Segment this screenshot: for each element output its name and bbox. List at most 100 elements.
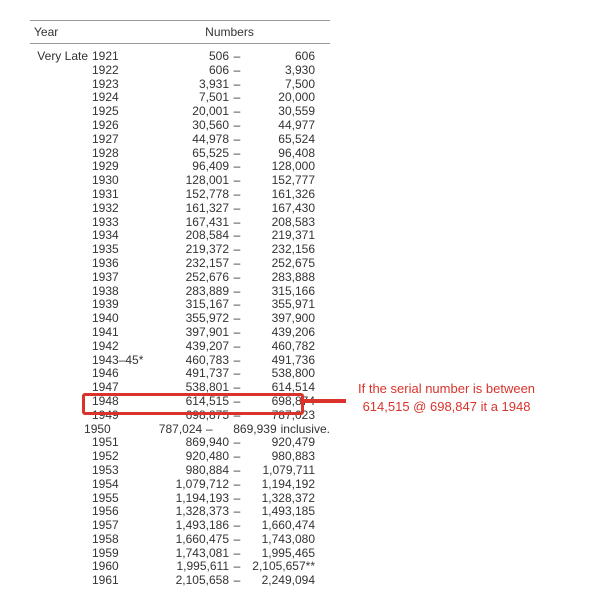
row-from: 20,001 [144, 105, 231, 119]
row-dash: – [231, 188, 243, 202]
row-year: 1925 [92, 105, 144, 119]
row-year: 1960 [92, 560, 144, 574]
table-row: 1946491,737–538,800 [30, 367, 330, 381]
row-from: 538,801 [144, 381, 231, 395]
row-year: 1936 [92, 257, 144, 271]
row-from: 30,560 [144, 119, 231, 133]
row-year: 1930 [92, 174, 144, 188]
table-row: 1947538,801–614,514 [30, 381, 330, 395]
row-year: 1935 [92, 243, 144, 257]
row-from: 460,783 [144, 354, 231, 368]
row-year: 1926 [92, 119, 144, 133]
row-from: 869,940 [144, 436, 231, 450]
row-from: 1,493,186 [144, 519, 231, 533]
row-from: 65,525 [144, 147, 231, 161]
row-year: 1932 [92, 202, 144, 216]
row-from: 128,001 [144, 174, 231, 188]
row-year: 1955 [92, 492, 144, 506]
table-row: 19601,995,611–2,105,657** [30, 560, 330, 574]
row-to: 219,371 [243, 229, 315, 243]
row-year: 1949 [92, 409, 144, 423]
row-to: 232,156 [243, 243, 315, 257]
callout-line1: If the serial number is between [358, 380, 535, 398]
row-year: 1948 [92, 395, 144, 409]
table-row: 1933167,431–208,583 [30, 216, 330, 230]
row-dash: – [231, 285, 243, 299]
row-dash: – [231, 492, 243, 506]
row-to: 439,206 [243, 326, 315, 340]
row-year: 1937 [92, 271, 144, 285]
table-row: 1942439,207–460,782 [30, 340, 330, 354]
row-year: 1954 [92, 478, 144, 492]
row-dash: – [231, 381, 243, 395]
row-dash: – [231, 216, 243, 230]
table-row: 1936232,157–252,675 [30, 257, 330, 271]
row-to: 30,559 [243, 105, 315, 119]
row-to: 1,493,185 [243, 505, 315, 519]
row-from: 252,676 [144, 271, 231, 285]
row-from: 1,660,475 [144, 533, 231, 547]
row-year: 1938 [92, 285, 144, 299]
row-dash: – [231, 64, 243, 78]
row-dash: – [231, 105, 243, 119]
row-from: 491,737 [144, 367, 231, 381]
row-from: 161,327 [144, 202, 231, 216]
row-to: 96,408 [243, 147, 315, 161]
row-from: 167,431 [144, 216, 231, 230]
row-dash: – [231, 326, 243, 340]
row-to: 208,583 [243, 216, 315, 230]
table-row: 1941397,901–439,206 [30, 326, 330, 340]
table-row: 1949698,875–787,023 [30, 409, 330, 423]
row-from: 355,972 [144, 312, 231, 326]
row-dash: – [231, 160, 243, 174]
row-dash: – [231, 409, 243, 423]
row-dash: – [231, 133, 243, 147]
row-year: 1958 [92, 533, 144, 547]
table-row: Very Late1921506–606 [30, 50, 330, 64]
row-to: 869,939 [215, 423, 277, 437]
row-to: 161,326 [243, 188, 315, 202]
row-from: 3,931 [144, 78, 231, 92]
row-to: 1,328,372 [243, 492, 315, 506]
row-from: 315,167 [144, 298, 231, 312]
table-row: 192865,525–96,408 [30, 147, 330, 161]
row-from: 787,024 [129, 423, 204, 437]
row-to: 355,971 [243, 298, 315, 312]
row-prefix: Very Late [30, 50, 92, 64]
row-dash: – [231, 574, 243, 588]
header-numbers: Numbers [129, 25, 330, 39]
row-to: 315,166 [243, 285, 315, 299]
document-page: Year Numbers Very Late1921506–6061922606… [0, 0, 599, 588]
callout-line2: 614,515 @ 698,847 it a 1948 [358, 398, 535, 416]
table-row: 1948614,515–698,874 [30, 395, 330, 409]
row-year: 1934 [92, 229, 144, 243]
row-from: 219,372 [144, 243, 231, 257]
header-year: Year [30, 25, 129, 39]
table-row: 1940355,972–397,900 [30, 312, 330, 326]
row-from: 1,079,712 [144, 478, 231, 492]
row-to: 397,900 [243, 312, 315, 326]
row-year: 1940 [92, 312, 144, 326]
row-dash: – [231, 229, 243, 243]
row-from: 439,207 [144, 340, 231, 354]
row-to: 614,514 [243, 381, 315, 395]
row-dash: – [231, 257, 243, 271]
row-dash: – [231, 547, 243, 561]
row-to: 167,430 [243, 202, 315, 216]
row-dash: – [231, 367, 243, 381]
table-row: 19612,105,658–2,249,094 [30, 574, 330, 588]
row-from: 1,743,081 [144, 547, 231, 561]
row-year: 1931 [92, 188, 144, 202]
table-row: 1932161,327–167,430 [30, 202, 330, 216]
row-year: 1939 [92, 298, 144, 312]
row-to: 3,930 [243, 64, 315, 78]
row-year: 1950 [84, 423, 129, 437]
row-from: 614,515 [144, 395, 231, 409]
table-row: 19591,743,081–1,995,465 [30, 547, 330, 561]
row-to: 2,249,094 [243, 574, 315, 588]
row-from: 1,328,373 [144, 505, 231, 519]
table-row: 1934208,584–219,371 [30, 229, 330, 243]
row-dash: – [231, 78, 243, 92]
row-dash: – [231, 505, 243, 519]
row-year: 1957 [92, 519, 144, 533]
